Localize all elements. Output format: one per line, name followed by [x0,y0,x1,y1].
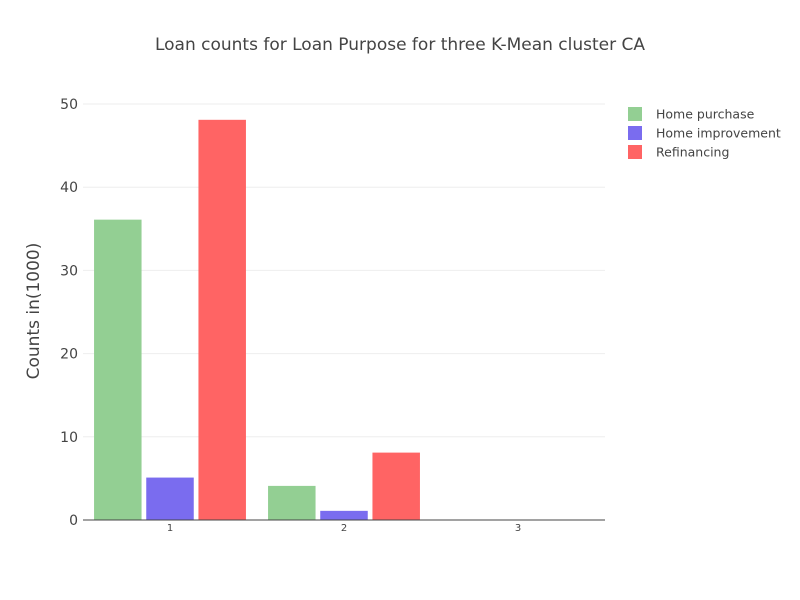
legend-label: Home improvement [656,126,781,141]
legend-label: Home purchase [656,107,755,122]
y-axis-ticks: 0 10 20 30 40 50 [60,97,78,529]
y-tick-label: 10 [60,430,78,446]
bars [94,119,420,520]
y-axis-title: Counts in(1000) [24,243,44,380]
legend-swatch [628,126,642,140]
bar-home-improvement-2[interactable] [320,510,368,520]
x-axis-ticks: 1 2 3 [167,523,521,534]
bar-refinancing-2[interactable] [372,452,420,520]
y-tick-label: 20 [60,347,78,363]
legend-swatch [628,145,642,159]
y-tick-label: 30 [60,263,78,279]
x-tick-label: 3 [515,523,521,534]
bar-home-purchase-2[interactable] [268,485,316,520]
bar-refinancing-1[interactable] [198,119,246,520]
y-tick-label: 0 [69,513,78,529]
chart-title: Loan counts for Loan Purpose for three K… [155,35,645,55]
legend[interactable]: Home purchase Home improvement Refinancing [628,107,781,160]
legend-item-refinancing[interactable]: Refinancing [628,145,729,160]
bar-home-improvement-1[interactable] [146,477,194,520]
y-tick-label: 50 [60,97,78,113]
x-tick-label: 2 [341,523,347,534]
legend-label: Refinancing [656,145,729,160]
legend-swatch [628,107,642,121]
legend-item-home-purchase[interactable]: Home purchase [628,107,755,122]
bar-home-purchase-1[interactable] [94,219,142,520]
y-tick-label: 40 [60,180,78,196]
legend-item-home-improvement[interactable]: Home improvement [628,126,781,141]
gridlines [83,103,605,438]
x-tick-label: 1 [167,523,173,534]
